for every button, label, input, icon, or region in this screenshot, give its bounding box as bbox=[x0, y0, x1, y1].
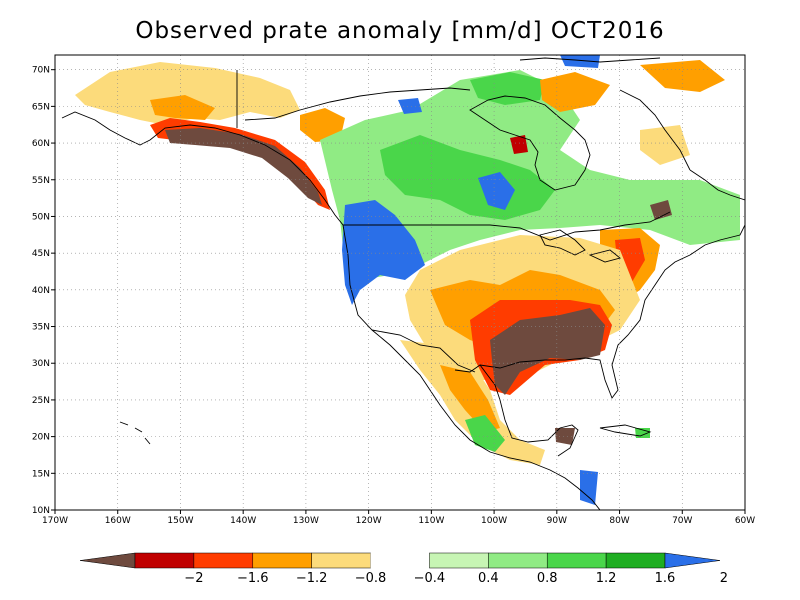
colorbar-label: 0.8 bbox=[537, 571, 558, 586]
anomaly-fields bbox=[75, 55, 740, 505]
lat-label: 45N bbox=[32, 249, 50, 259]
colorbar bbox=[79, 552, 721, 569]
lon-label: 140W bbox=[230, 516, 256, 526]
lon-label: 120W bbox=[356, 516, 382, 526]
lon-label: 150W bbox=[167, 516, 193, 526]
field-quebec-brown bbox=[650, 200, 672, 220]
colorbar-label: 1.2 bbox=[596, 571, 617, 586]
colorbar-max-arrow bbox=[664, 552, 721, 569]
field-yucatan-brown bbox=[555, 428, 575, 445]
colorbar-swatch bbox=[252, 552, 312, 569]
lat-label: 35N bbox=[32, 323, 50, 333]
lon-label: 130W bbox=[293, 516, 319, 526]
border-us-mexico bbox=[371, 329, 476, 373]
lat-label: 15N bbox=[32, 469, 50, 479]
field-hudson-red bbox=[510, 135, 528, 154]
field-labrador-yellow bbox=[640, 125, 690, 165]
colorbar-label: 0.4 bbox=[478, 571, 499, 586]
lat-label: 10N bbox=[32, 506, 50, 516]
great-lakes bbox=[539, 229, 621, 263]
field-hudson-orange bbox=[540, 72, 610, 112]
colorbar-label: 2 bbox=[720, 571, 728, 586]
field-alaska-orange bbox=[150, 95, 215, 120]
coast-gulf bbox=[454, 364, 579, 457]
field-canada-darkgreen bbox=[380, 135, 555, 220]
field-central-am-blue bbox=[580, 470, 598, 505]
colorbar-label: −0.8 bbox=[355, 571, 387, 586]
longitude-labels: 170W 160W 150W 140W 130W 120W 110W 100W 90W 80W 70… bbox=[42, 510, 755, 526]
colorbar-labels: −2 −1.6 −1.2 −0.8 −0.4 0.4 0.8 1.2 1.6 2 bbox=[184, 571, 728, 586]
coast-alaska bbox=[61, 111, 601, 510]
colorbar-label: −1.2 bbox=[296, 571, 328, 586]
lat-label: 25N bbox=[32, 396, 50, 406]
field-se-brown bbox=[490, 308, 605, 395]
map-title: Observed prate anomaly [mm/d] OCT2016 bbox=[135, 18, 665, 44]
lat-label: 30N bbox=[32, 359, 50, 369]
lon-label: 170W bbox=[42, 516, 68, 526]
border-us-canada bbox=[343, 211, 671, 241]
coast-canada-east bbox=[689, 169, 745, 256]
plot-frame bbox=[54, 54, 746, 511]
coast-cuba bbox=[599, 424, 652, 437]
colorbar-label: −0.4 bbox=[414, 571, 446, 586]
field-hudson-blue bbox=[398, 98, 422, 114]
lon-label: 100W bbox=[481, 516, 507, 526]
colorbar-swatch bbox=[193, 552, 254, 569]
coast-arctic bbox=[244, 57, 691, 171]
colorbar-swatch bbox=[429, 552, 489, 569]
field-ne-canada-green bbox=[470, 72, 545, 105]
coast-hawaii bbox=[119, 421, 151, 445]
field-pnw-blue bbox=[342, 200, 425, 305]
lat-label: 40N bbox=[32, 286, 50, 296]
latitude-labels: 70N 65N 60N 55N 50N 45N 40N 35N 30N 25N 20N 15N 10N bbox=[32, 66, 55, 516]
lon-label: 90W bbox=[547, 516, 567, 526]
field-arctic-blue bbox=[560, 55, 600, 68]
coast-us-south bbox=[479, 254, 691, 399]
lon-label: 80W bbox=[609, 516, 629, 526]
colorbar-label: 1.6 bbox=[655, 571, 676, 586]
field-manitoba-blue bbox=[478, 172, 515, 210]
coastlines bbox=[61, 57, 745, 510]
lat-label: 55N bbox=[32, 176, 50, 186]
lat-label: 70N bbox=[32, 66, 50, 76]
field-yukon-orange bbox=[300, 108, 345, 142]
colorbar-swatch bbox=[546, 552, 607, 569]
lon-label: 160W bbox=[105, 516, 131, 526]
colorbar-label: −2 bbox=[184, 571, 203, 586]
lat-label: 60N bbox=[32, 139, 50, 149]
field-alaska-dry bbox=[75, 62, 300, 125]
lon-label: 110W bbox=[418, 516, 444, 526]
colorbar-swatch bbox=[311, 552, 371, 569]
coast-hudson-bay bbox=[469, 95, 591, 191]
lon-label: 70W bbox=[672, 516, 692, 526]
lat-label: 20N bbox=[32, 433, 50, 443]
colorbar-swatch bbox=[605, 552, 666, 569]
lon-label: 60W bbox=[735, 516, 755, 526]
graticule bbox=[55, 55, 745, 510]
colorbar-swatch bbox=[134, 552, 195, 569]
colorbar-label: −1.6 bbox=[237, 571, 269, 586]
colorbar-min-arrow bbox=[79, 552, 136, 569]
lat-label: 65N bbox=[32, 102, 50, 112]
colorbar-swatch bbox=[370, 553, 430, 568]
colorbar-swatch bbox=[488, 552, 548, 569]
lat-label: 50N bbox=[32, 212, 50, 222]
